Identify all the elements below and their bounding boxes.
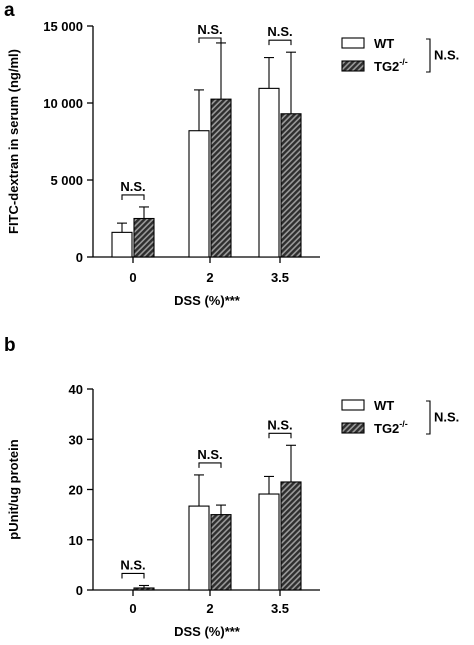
significance-bracket [198,462,222,468]
significance-label: N.S. [267,24,292,39]
significance-bracket [121,572,145,579]
x-tick-label: 3.5 [271,601,289,616]
legend-swatch-wt [341,37,365,49]
legend-swatch-tg2 [341,422,365,434]
legend-label-superscript: -/- [399,419,408,429]
significance-label: N.S. [197,22,222,37]
legend-label-tg2: TG2-/- [374,57,408,74]
legend-label-wt: WT [374,36,394,51]
x-axis-title: DSS (%)*** [174,624,241,639]
x-tick-label: 2 [206,270,213,285]
bar-tg2-2 [280,481,302,591]
bar-wt-1 [188,130,210,258]
x-tick-label: 2 [206,601,213,616]
panel-a-chart: a 0 5 000 10 000 15 000 0 2 3.5 FITC-dextran in … [4,0,459,308]
significance-label: N.S. [267,417,292,432]
y-tick-label: 0 [76,583,83,598]
bar-wt-1 [188,505,210,591]
significance-label: N.S. [120,557,145,572]
panel-b-chart: b 0 10 20 30 40 0 2 3.5 pUnit/ug protein DSS (%)**… [4,335,459,639]
panel-label: b [4,335,16,356]
x-tick-label: 0 [129,270,136,285]
y-tick-label: 10 000 [43,96,83,111]
significance-label: N.S. [197,447,222,462]
significance-bracket [268,432,292,439]
y-tick-label: 40 [69,382,83,397]
panel-label: a [4,0,15,21]
legend-swatch-tg2 [341,60,365,72]
legend-bracket [426,400,431,435]
bar-wt-0 [111,231,133,258]
y-axis-title: FITC-dextran in serum (ng/ml) [6,49,21,234]
x-axis-title: DSS (%)*** [174,293,241,308]
y-axis-title: pUnit/ug protein [6,439,21,539]
x-tick-label: 0 [129,601,136,616]
bar-tg2-0 [133,587,155,591]
x-tick-label: 3.5 [271,270,289,285]
y-tick-label: 10 [69,533,83,548]
bar-tg2-1 [210,98,232,258]
significance-bracket [198,37,222,43]
y-tick-label: 20 [69,483,83,498]
x-axis-significance: *** [225,624,241,639]
bar-tg2-1 [210,514,232,591]
legend-bracket [426,38,431,73]
legend-significance-label: N.S. [434,410,459,425]
legend-label-wt: WT [374,398,394,413]
y-tick-label: 15 000 [43,19,83,34]
significance-bracket [121,194,145,200]
bar-tg2-0 [133,217,155,258]
bar-wt-2 [258,493,280,591]
legend-label-tg2: TG2-/- [374,419,408,436]
x-axis-significance: *** [225,293,241,308]
y-tick-label: 0 [76,250,83,265]
y-tick-label: 5 000 [50,173,83,188]
legend-swatch-wt [341,399,365,411]
significance-bracket [268,39,292,46]
bar-tg2-2 [280,113,302,258]
significance-label: N.S. [120,179,145,194]
legend-significance-label: N.S. [434,48,459,63]
y-tick-label: 30 [69,432,83,447]
legend-label-superscript: -/- [399,57,408,67]
bar-wt-2 [258,87,280,258]
